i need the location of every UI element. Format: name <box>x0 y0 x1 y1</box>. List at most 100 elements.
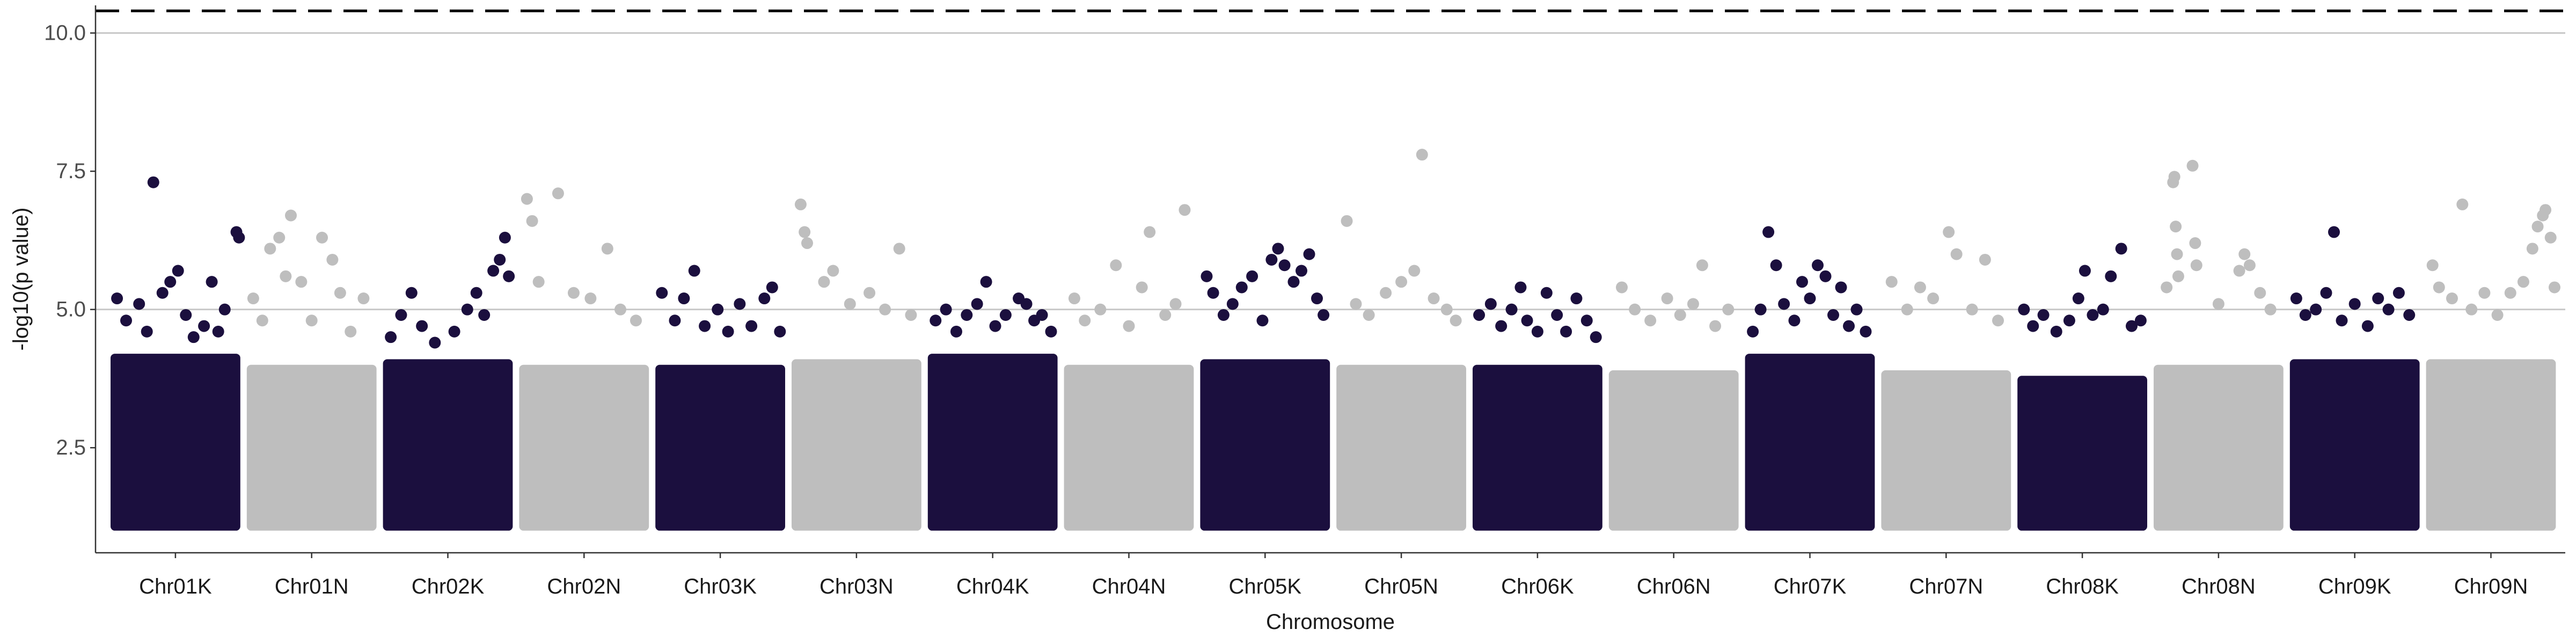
data-point <box>2426 259 2439 272</box>
data-point <box>111 292 123 305</box>
data-point <box>2504 287 2516 299</box>
data-point <box>2171 248 2183 260</box>
data-point <box>295 276 308 288</box>
data-point <box>1363 309 1375 321</box>
data-point <box>1914 281 1926 294</box>
data-point <box>734 298 746 310</box>
data-point <box>1296 265 1308 277</box>
y-tick-label: 2.5 <box>56 436 86 459</box>
data-point <box>478 309 491 321</box>
data-point <box>2372 292 2384 305</box>
data-point <box>930 314 942 327</box>
data-point <box>2097 303 2109 316</box>
data-point <box>1804 292 1816 305</box>
data-point <box>1580 314 1593 327</box>
data-point <box>722 325 734 338</box>
data-point <box>1318 309 1330 321</box>
data-point <box>212 325 224 338</box>
data-point <box>2540 204 2552 216</box>
data-point <box>1350 298 1362 310</box>
data-point <box>1950 248 1963 260</box>
data-point <box>1615 281 1628 294</box>
data-bands <box>111 354 2556 531</box>
data-point <box>745 320 758 332</box>
data-point <box>405 287 418 299</box>
data-point <box>1687 298 1699 310</box>
data-point <box>1885 276 1898 288</box>
data-point <box>326 253 339 266</box>
data-point <box>2299 309 2311 321</box>
data-point <box>280 270 292 282</box>
data-point <box>1341 215 1353 227</box>
data-point <box>2172 270 2184 282</box>
data-point <box>2079 265 2091 277</box>
data-point <box>1484 298 1497 310</box>
data-band-chr03k <box>655 364 785 531</box>
data-point <box>1943 226 1955 238</box>
data-point <box>1020 298 1033 310</box>
y-tick-label: 10.0 <box>44 21 86 45</box>
data-point <box>2115 243 2127 255</box>
data-point <box>1762 226 1775 238</box>
data-band-chr07n <box>1881 370 2011 531</box>
data-band-chr02k <box>383 359 513 531</box>
data-point <box>2087 309 2099 321</box>
data-band-chr08n <box>2154 364 2284 531</box>
data-point <box>416 320 428 332</box>
data-point <box>1927 292 1940 305</box>
data-point <box>1440 303 1453 316</box>
data-point <box>2328 226 2340 238</box>
data-point <box>1235 281 1248 294</box>
data-point <box>1551 309 1563 321</box>
data-point <box>2320 287 2332 299</box>
data-point <box>385 331 397 343</box>
data-point <box>893 243 905 255</box>
data-point <box>1169 298 1182 310</box>
data-point <box>187 331 200 343</box>
data-point <box>1473 309 1485 321</box>
data-point <box>1570 292 1583 305</box>
data-point <box>1901 303 1913 316</box>
data-point <box>218 303 231 316</box>
data-point <box>264 243 276 255</box>
data-point <box>1992 314 2004 327</box>
data-point <box>1408 265 1421 277</box>
data-point <box>1819 270 1832 282</box>
data-point <box>688 265 700 277</box>
data-band-chr09k <box>2289 359 2420 531</box>
data-point <box>2264 303 2277 316</box>
data-point <box>1796 276 1808 288</box>
x-tick-label: Chr07N <box>1909 575 1983 598</box>
data-band-chr01n <box>246 364 377 531</box>
data-point <box>799 226 811 238</box>
data-point <box>1179 204 1191 216</box>
data-point <box>1860 325 1872 338</box>
data-point <box>961 309 973 321</box>
data-point <box>1110 259 1122 272</box>
data-point <box>2254 287 2266 299</box>
data-point <box>567 287 580 299</box>
data-point <box>1201 270 1213 282</box>
data-point <box>971 298 983 310</box>
y-tick-label: 5.0 <box>56 298 86 321</box>
data-point <box>584 292 597 305</box>
data-point <box>2361 320 2374 332</box>
data-point <box>1754 303 1767 316</box>
data-point <box>2526 243 2538 255</box>
data-point <box>2018 303 2030 316</box>
data-point <box>2336 314 2348 327</box>
data-point <box>2531 221 2544 233</box>
data-point <box>1674 309 1686 321</box>
x-tick-label: Chr03N <box>819 575 894 598</box>
x-tick-label: Chr06K <box>1501 575 1574 598</box>
data-point <box>1272 243 1284 255</box>
data-point <box>120 314 133 327</box>
data-point <box>1256 314 1269 327</box>
data-point <box>2465 303 2478 316</box>
data-point <box>1068 292 1080 305</box>
data-point <box>198 320 210 332</box>
data-point <box>678 292 690 305</box>
data-point <box>357 292 370 305</box>
data-point <box>669 314 681 327</box>
data-point <box>470 287 482 299</box>
